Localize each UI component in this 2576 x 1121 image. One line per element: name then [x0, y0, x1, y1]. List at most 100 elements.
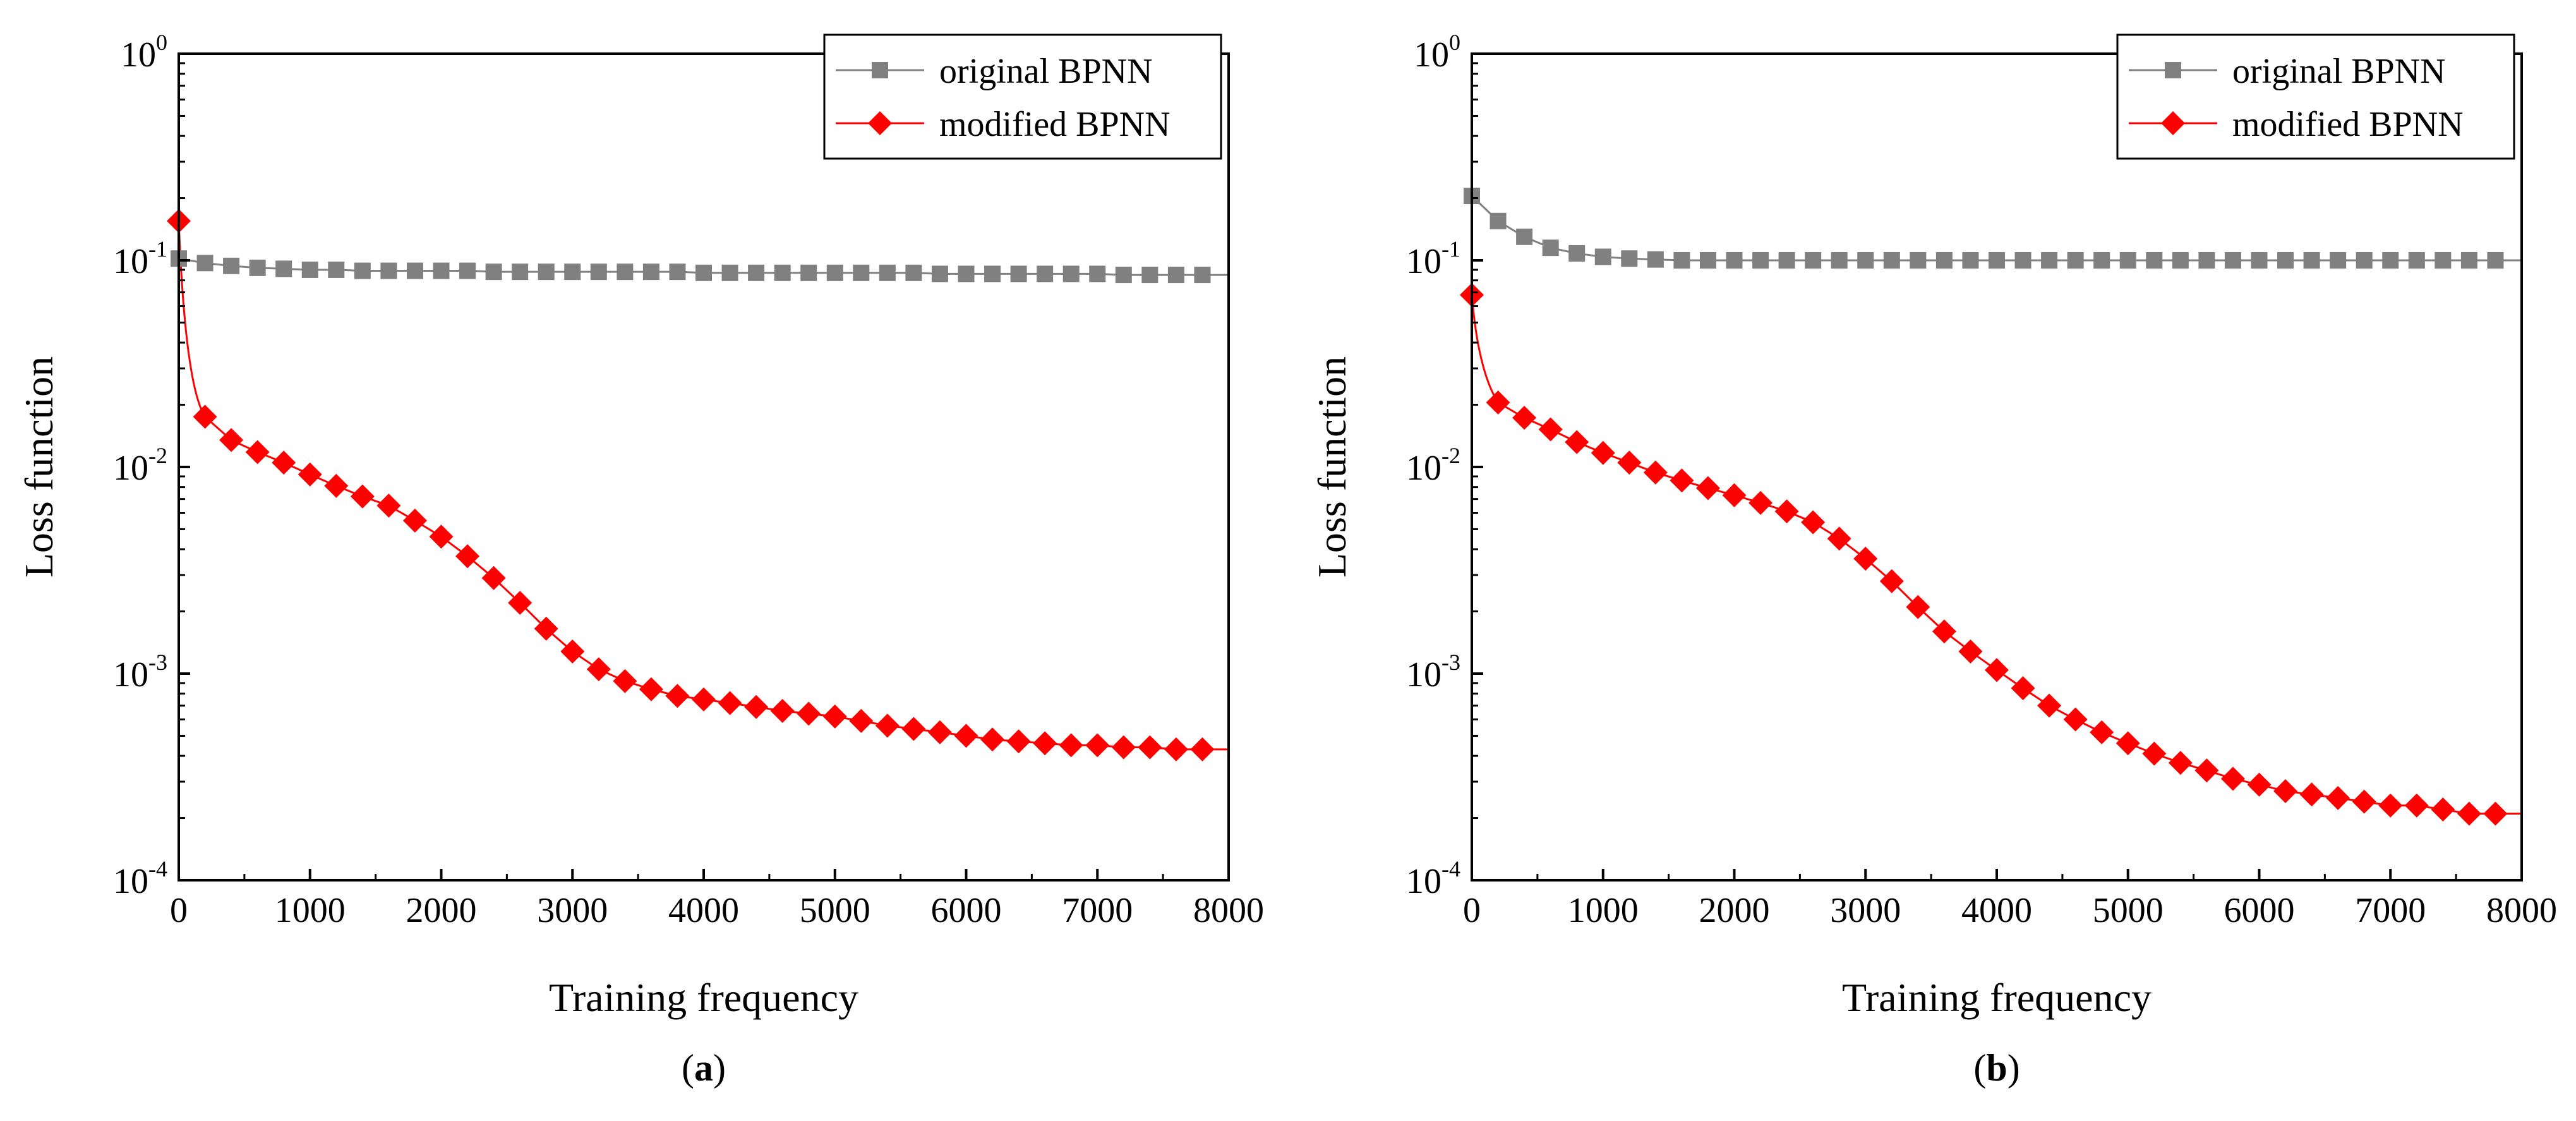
data-point-diamond — [1774, 499, 1799, 524]
data-point-square — [642, 264, 659, 281]
data-point-diamond — [1138, 735, 1162, 760]
data-point-diamond — [2352, 789, 2376, 814]
data-point-diamond — [1617, 451, 1642, 475]
data-point-square — [1542, 239, 1559, 257]
data-point-square — [1594, 248, 1611, 265]
y-tick-base: 10 — [113, 449, 148, 488]
data-point-diamond — [1512, 406, 1537, 430]
data-point-diamond — [245, 440, 270, 464]
data-point-square — [2198, 252, 2215, 269]
data-point-square — [512, 264, 529, 281]
y-tick-exponent: -1 — [148, 236, 167, 262]
legend-box — [823, 33, 1222, 160]
data-point-diamond — [718, 691, 742, 715]
y-tick-base: 10 — [121, 35, 156, 75]
data-point-diamond — [1164, 737, 1188, 761]
y-tick-base: 10 — [113, 242, 148, 281]
data-point-diamond — [2247, 772, 2272, 797]
data-point-diamond — [613, 669, 637, 693]
data-point-square — [931, 265, 948, 282]
data-point-square — [1568, 245, 1586, 262]
x-tick-label: 4000 — [668, 891, 739, 930]
x-tick-label: 6000 — [931, 891, 1002, 930]
data-point-square — [354, 262, 371, 279]
panel-letter: b — [1986, 1047, 2007, 1089]
data-point-square — [406, 262, 423, 279]
data-point-diamond — [1190, 737, 1215, 761]
data-point-diamond — [2090, 720, 2114, 744]
data-point-diamond — [402, 508, 427, 533]
data-point-square — [2014, 252, 2031, 269]
data-point-square — [1910, 252, 1927, 269]
data-point-diamond — [2063, 707, 2088, 732]
y-tick-exponent: 0 — [1449, 30, 1460, 55]
x-axis-title: Training frequency — [549, 975, 858, 1020]
y-tick-label: 100 — [1414, 30, 1460, 75]
data-point-diamond — [1006, 729, 1031, 754]
data-point-diamond — [350, 484, 375, 509]
data-point-diamond — [639, 677, 663, 701]
y-tick-exponent: -3 — [148, 650, 167, 675]
data-point-square — [433, 262, 450, 279]
data-point-square — [2356, 252, 2373, 269]
data-point-square — [800, 264, 817, 281]
data-point-square — [196, 255, 214, 272]
data-point-square — [2303, 252, 2320, 269]
panel-label: (a) — [682, 1047, 726, 1089]
legend-marker-diamond — [2161, 111, 2185, 135]
data-point-diamond — [2378, 793, 2403, 818]
data-point-diamond — [822, 704, 847, 729]
legend-box — [2116, 33, 2515, 160]
data-point-square — [1037, 265, 1054, 282]
legend-marker-square — [2165, 62, 2181, 78]
data-point-diamond — [219, 428, 244, 452]
legend: original BPNN modified BPNN — [823, 33, 1222, 160]
y-tick-label: 10-2 — [1406, 443, 1460, 488]
data-point-diamond — [272, 451, 296, 475]
data-point-diamond — [481, 566, 506, 590]
y-tick-exponent: -4 — [1441, 856, 1460, 882]
data-point-diamond — [2168, 751, 2193, 775]
data-point-square — [1831, 252, 1848, 269]
data-point-square — [2224, 252, 2241, 269]
y-tick-exponent: -2 — [148, 443, 167, 468]
legend-label-original-bpnn: original BPNN — [2232, 52, 2446, 91]
data-point-square — [774, 264, 791, 281]
data-point-diamond — [1111, 735, 1136, 760]
data-point-square — [249, 259, 266, 276]
y-axis-title: Loss function — [16, 356, 61, 578]
data-point-square — [1167, 267, 1184, 284]
y-tick-base: 10 — [1414, 35, 1449, 75]
y-axis-title: Loss function — [1309, 356, 1354, 578]
data-point-square — [1516, 228, 1533, 245]
data-point-diamond — [534, 616, 558, 641]
data-point-square — [958, 265, 975, 282]
data-point-diamond — [665, 684, 690, 708]
data-point-square — [1673, 252, 1690, 269]
data-point-square — [905, 264, 922, 281]
panel-letter: a — [694, 1047, 713, 1089]
data-point-diamond — [586, 657, 611, 682]
data-point-diamond — [2299, 782, 2324, 807]
data-point-square — [1857, 252, 1874, 269]
data-point-diamond — [1853, 547, 1878, 571]
data-point-diamond — [1670, 468, 1694, 493]
x-tick-label: 7000 — [2355, 891, 2426, 930]
y-tick-label: 10-4 — [113, 856, 167, 901]
y-tick-label: 10-4 — [1406, 856, 1460, 901]
data-point-square — [1089, 265, 1106, 282]
data-point-diamond — [2326, 785, 2350, 810]
chart-panel-a: 0 1000 2000 3000 4000 5000 6000 7000 800010-410-… — [16, 30, 1264, 1089]
data-point-square — [2119, 252, 2136, 269]
data-point-diamond — [1643, 460, 1668, 485]
y-tick-base: 10 — [113, 655, 148, 694]
data-point-diamond — [954, 724, 978, 748]
data-point-square — [485, 264, 502, 281]
data-point-square — [669, 264, 686, 281]
data-point-square — [879, 264, 896, 281]
y-tick-base: 10 — [1406, 862, 1441, 901]
data-point-square — [617, 264, 634, 281]
data-point-diamond — [2483, 801, 2508, 826]
data-point-diamond — [2220, 767, 2245, 791]
